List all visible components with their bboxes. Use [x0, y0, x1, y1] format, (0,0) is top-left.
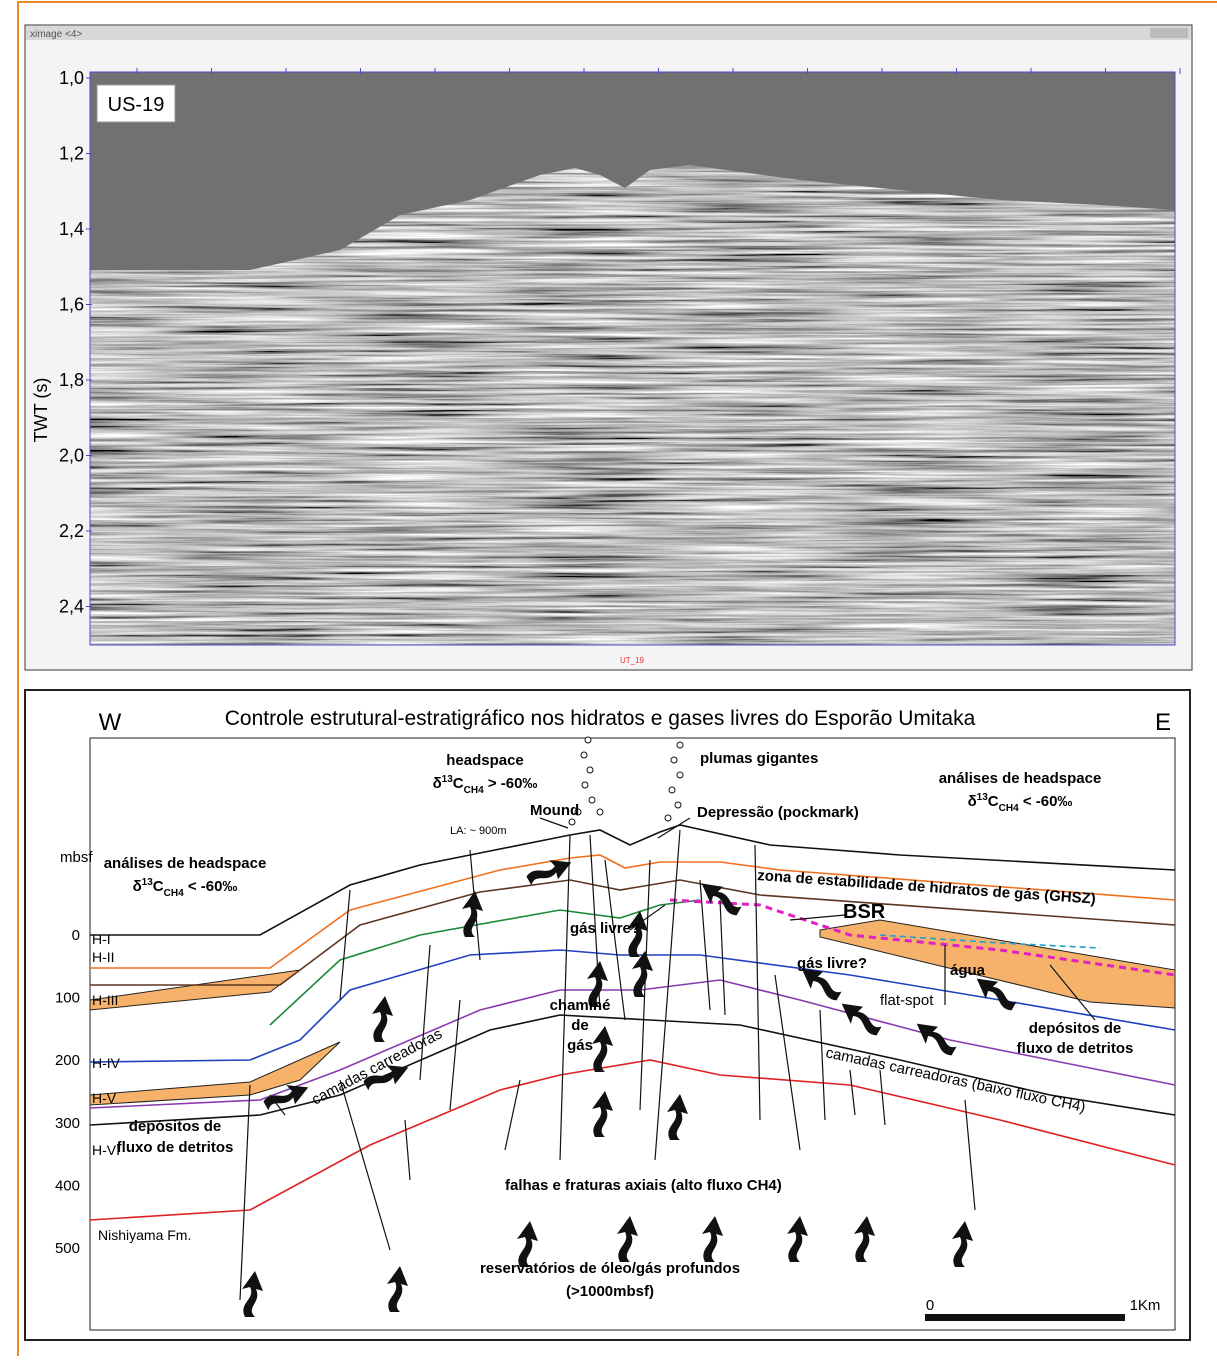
gas-bubbles	[568, 736, 684, 826]
window-title: ximage <4>	[30, 29, 82, 40]
leaders	[539, 817, 1096, 1021]
isotope-right: δ13CCH4 < -60‰	[968, 792, 1073, 814]
depth-tick-label: 100	[55, 990, 80, 1007]
depth-tick-label: 500	[55, 1240, 80, 1257]
horizon-label: H-II	[92, 949, 115, 965]
faults-label: falhas e fraturas axiais (alto fluxo CH4…	[505, 1177, 782, 1194]
y-tick-label: 1,4	[59, 219, 84, 239]
debris-right: fluxo de detritos	[1017, 1040, 1134, 1057]
formation: Nishiyama Fm.	[98, 1227, 191, 1243]
horizon-label: H-V	[92, 1090, 117, 1106]
headspace-top: headspace	[446, 752, 524, 769]
depth-tick-label: 400	[55, 1177, 80, 1194]
flat-spot: flat-spot	[880, 992, 934, 1009]
scale-end: 1Km	[1130, 1297, 1161, 1314]
water-depth: LA: ~ 900m	[450, 825, 507, 837]
horizon-label: H-I	[92, 931, 111, 947]
y-tick-label: 1,8	[59, 370, 84, 390]
reservoirs: reservatórios de óleo/gás profundos	[480, 1260, 740, 1277]
y-tick-label: 2,0	[59, 446, 84, 466]
y-axis-label: TWT (s)	[31, 378, 51, 443]
isotope-top: δ13CCH4 > -60‰	[433, 774, 538, 796]
horizon-labels: H-I H-II H-III H-IV H-V H-VI	[92, 931, 121, 1158]
debris-left: fluxo de detritos	[117, 1139, 234, 1156]
chimney: gás	[567, 1037, 593, 1054]
scale-start: 0	[926, 1297, 934, 1314]
chimney: chaminé	[550, 997, 611, 1014]
y-tick-label: 2,2	[59, 521, 84, 541]
debris-right: depósitos de	[1029, 1020, 1122, 1037]
y-tick-label: 2,4	[59, 597, 84, 617]
water: água	[950, 962, 986, 979]
y-tick-label: 1,0	[59, 68, 84, 88]
east-label: E	[1155, 709, 1171, 736]
depth-ticks: 0 100 200 300 400 500	[55, 927, 80, 1257]
horizon-label: H-IV	[92, 1055, 121, 1071]
isotope-left: δ13CCH4 < -60‰	[133, 877, 238, 899]
free-gas: gás livre?	[797, 955, 867, 972]
section-title: Controle estrutural-estratigráfico nos h…	[225, 707, 976, 730]
west-label: W	[99, 709, 122, 736]
pockmark: Depressão (pockmark)	[697, 804, 859, 821]
bsr: BSR	[843, 901, 886, 923]
y-tick-label: 1,6	[59, 295, 84, 315]
depth-tick-label: 300	[55, 1115, 80, 1132]
depth-tick-label: 200	[55, 1052, 80, 1069]
depth-tick-label: 0	[72, 927, 80, 944]
depth-label: mbsf	[60, 849, 93, 866]
headspace-right: análises de headspace	[939, 770, 1102, 787]
footer: UT_19	[620, 656, 645, 665]
mound: Mound	[530, 802, 579, 819]
horizon-label: H-III	[92, 992, 118, 1008]
top-ticks	[136, 68, 1181, 74]
plumes: plumas gigantes	[700, 750, 818, 767]
horizon-label: H-VI	[92, 1142, 120, 1158]
reservoirs: (>1000mbsf)	[566, 1283, 654, 1300]
y-tick-label: 1,2	[59, 144, 84, 164]
section-box	[89, 737, 1176, 1331]
y-ticks: 1,0 1,2 1,4 1,6 1,8 2,0 2,2 2,4	[59, 68, 92, 617]
headspace-left: análises de headspace	[104, 855, 267, 872]
free-gas: gás livre?	[570, 920, 640, 937]
frame	[17, 1, 1217, 1356]
seismic-label: US-19	[108, 94, 165, 116]
title-bar	[26, 26, 1191, 40]
section-panel	[24, 689, 1191, 1341]
seismic-border	[89, 71, 1176, 646]
chimney: de	[571, 1017, 589, 1034]
scale-bar	[925, 1314, 1125, 1321]
debris-left: depósitos de	[129, 1118, 222, 1135]
window-buttons[interactable]	[1150, 28, 1188, 38]
label-box	[96, 84, 176, 123]
